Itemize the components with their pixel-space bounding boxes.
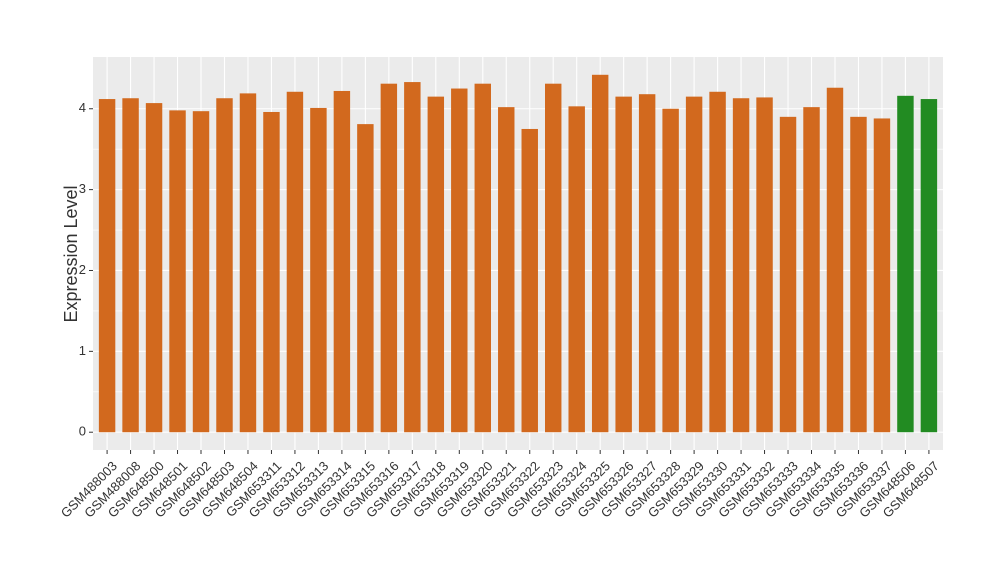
bar [897,95,914,433]
bar [498,107,515,433]
bar [521,128,538,433]
bar [685,96,703,433]
bar [263,111,280,433]
bar [873,118,891,433]
bar [545,83,562,433]
bar [662,108,679,433]
bar [615,96,632,433]
bar [474,83,491,433]
bar [239,93,257,433]
bar [216,98,233,433]
bar [709,91,726,433]
y-tick-label: 3 [79,181,86,196]
bar [333,90,351,433]
y-tick-label: 2 [79,262,86,277]
bar [122,98,139,433]
bar [826,87,844,433]
bar [192,111,210,433]
y-tick-label: 1 [79,343,86,358]
bar [357,124,374,433]
bar [779,116,797,433]
y-tick-label: 4 [79,100,86,115]
bar [404,82,421,433]
bar [98,99,116,433]
bar [286,91,304,433]
bar [145,103,163,433]
bar [451,88,468,433]
y-axis-title: Expression Level [61,185,81,322]
bar [380,83,398,433]
bar [568,106,585,433]
bar [169,110,186,433]
y-tick-label: 0 [79,424,86,439]
bar [920,99,938,433]
bar [591,74,609,433]
bar [638,94,656,433]
bar [756,97,773,433]
plot-panel [93,57,943,450]
bar [803,107,820,433]
bar [310,107,327,433]
bar [850,116,867,433]
bar [732,98,750,433]
bar [427,96,445,433]
